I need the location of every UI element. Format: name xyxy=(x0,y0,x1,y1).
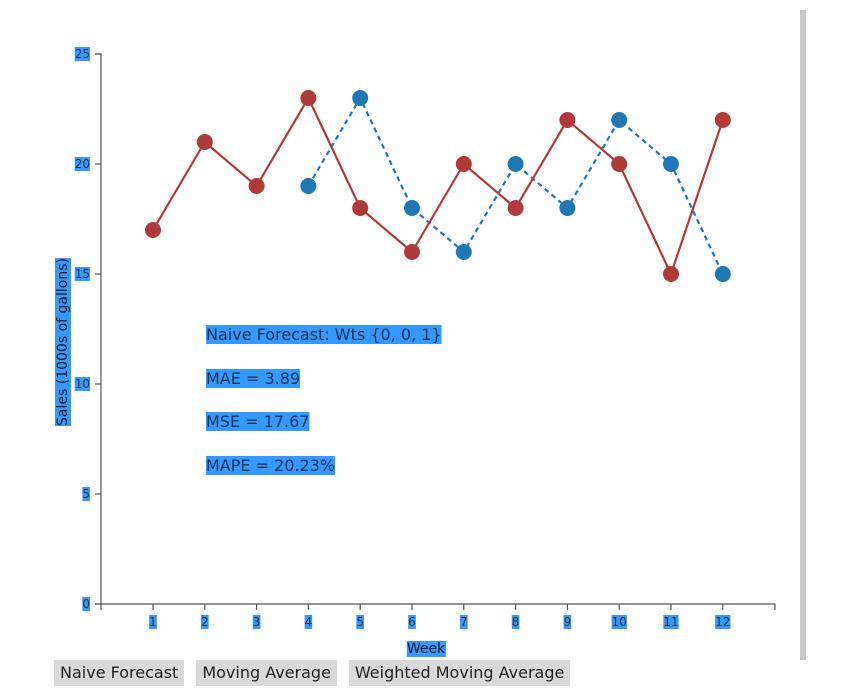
vertical-scrollbar[interactable] xyxy=(800,10,806,660)
x-axis: 1 2 3 4 5 6 7 8 9 10 11 12 xyxy=(100,603,776,629)
x-tick-label-highlight xyxy=(511,615,520,629)
x-tick-label-highlight xyxy=(252,615,261,629)
x-tick-label: 4 xyxy=(305,615,313,629)
x-tick-label: 11 xyxy=(663,615,678,629)
series-1-point xyxy=(507,200,524,216)
stats-title: Naive Forecast: Wts {0, 0, 1} xyxy=(206,325,442,344)
x-tick-label-highlight xyxy=(715,615,731,629)
series-2-point xyxy=(714,266,731,282)
y-axis: 0 5 10 15 20 25 xyxy=(74,47,102,611)
x-tick-label-highlight xyxy=(200,615,209,629)
y-axis-title: Sales (1000s of gallons) xyxy=(55,258,71,426)
series-2-point xyxy=(507,156,524,172)
y-axis-title-group: Sales (1000s of gallons) xyxy=(55,258,71,426)
series-2-point xyxy=(663,156,679,172)
series-1-point xyxy=(663,266,679,282)
series-1-point xyxy=(404,244,420,260)
x-tick-label: 10 xyxy=(612,615,627,629)
series-2-line xyxy=(307,95,724,275)
stats-title-highlight xyxy=(206,325,442,344)
x-tick-label: 2 xyxy=(201,615,209,629)
x-tick-label-highlight xyxy=(563,615,572,629)
y-tick-label-highlight xyxy=(82,597,90,611)
y-tick-label-highlight xyxy=(74,267,90,281)
y-tick-label-highlight xyxy=(74,47,90,61)
x-tick-label: 1 xyxy=(149,615,157,629)
x-axis-title-highlight xyxy=(406,641,447,657)
x-tick-label: 12 xyxy=(715,615,730,629)
series-2-point xyxy=(404,200,420,216)
x-tick-label-highlight xyxy=(459,615,468,629)
series-1-point xyxy=(714,112,731,128)
x-tick-label-highlight xyxy=(408,615,416,629)
mse-label: MSE = 17.67 xyxy=(206,412,309,431)
series-1-point xyxy=(248,178,265,194)
series-2-point xyxy=(300,178,317,194)
mape-label: MAPE = 20.23% xyxy=(206,456,335,475)
weighted-moving-average-button[interactable]: Weighted Moving Average xyxy=(348,660,571,686)
x-tick-label-highlight xyxy=(663,615,679,629)
x-tick-label: 5 xyxy=(356,615,364,629)
x-tick-label-highlight xyxy=(611,615,627,629)
y-axis-title-highlight xyxy=(55,258,71,426)
y-tick-label-highlight xyxy=(74,157,90,171)
series-1-point xyxy=(455,156,472,172)
y-tick-label: 5 xyxy=(82,487,90,501)
mape-highlight xyxy=(206,456,336,475)
x-axis-line xyxy=(100,603,776,610)
mse-highlight xyxy=(206,412,310,431)
series-1-line xyxy=(152,95,724,277)
x-tick-label: 7 xyxy=(460,615,468,629)
x-axis-title-group: Week xyxy=(406,641,447,657)
y-tick-label-highlight xyxy=(82,487,90,501)
series-layer xyxy=(145,90,731,282)
y-tick-label: 20 xyxy=(75,157,90,171)
x-tick-label: 8 xyxy=(512,615,520,629)
x-tick-label: 6 xyxy=(408,615,416,629)
forecast-method-buttons: Naive Forecast Moving Average Weighted M… xyxy=(54,660,571,686)
mae-label: MAE = 3.89 xyxy=(206,369,300,388)
x-tick-label-highlight xyxy=(356,615,365,629)
series-2-point xyxy=(455,244,472,260)
series-1-point xyxy=(559,112,576,128)
y-tick-label: 25 xyxy=(75,47,90,61)
y-tick-label: 0 xyxy=(82,597,90,611)
series-1-point xyxy=(352,200,369,216)
series-1-point xyxy=(300,90,317,106)
x-tick-label: 9 xyxy=(564,615,572,629)
series-2-point xyxy=(559,200,576,216)
x-tick-label-highlight xyxy=(304,615,313,629)
moving-average-button[interactable]: Moving Average xyxy=(196,660,337,686)
series-1-point xyxy=(196,134,213,150)
x-axis-title: Week xyxy=(407,641,446,657)
y-tick-label-highlight xyxy=(74,377,90,391)
series-2-point xyxy=(352,90,369,106)
y-tick-label: 10 xyxy=(75,377,90,391)
series-1-point xyxy=(145,222,161,238)
series-2-point xyxy=(611,112,628,128)
y-tick-label: 15 xyxy=(75,267,90,281)
series-1-point xyxy=(611,156,628,172)
y-axis-line xyxy=(95,53,102,605)
x-tick-label-highlight xyxy=(149,615,157,629)
stats-annotations: Naive Forecast: Wts {0, 0, 1} MAE = 3.89… xyxy=(206,325,442,475)
x-tick-label: 3 xyxy=(253,615,261,629)
mae-highlight xyxy=(206,369,301,388)
naive-forecast-button[interactable]: Naive Forecast xyxy=(54,660,185,686)
